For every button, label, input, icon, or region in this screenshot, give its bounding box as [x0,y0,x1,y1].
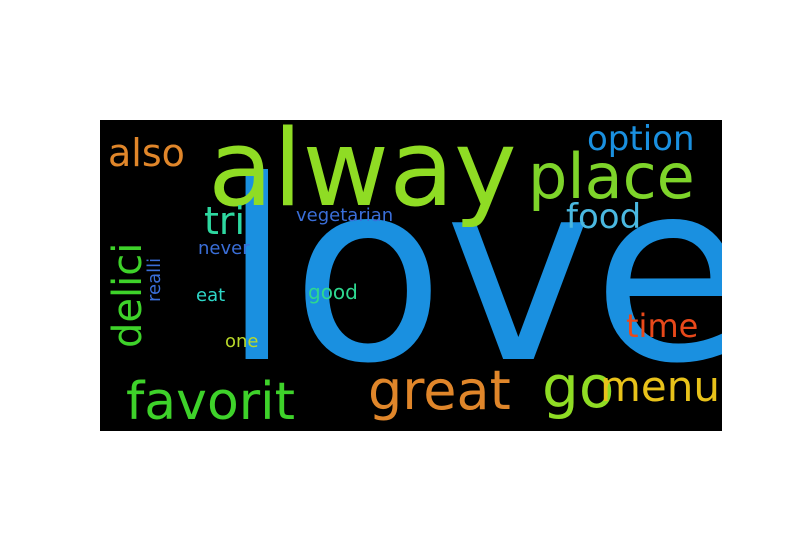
word-time: time [626,307,699,345]
word-menu: menu [600,362,720,411]
word-cloud: love alway place great favorit go menu o… [100,120,722,431]
word-place: place [528,140,695,213]
word-delici: delici [105,242,151,348]
word-tri: tri [204,199,246,243]
word-good: good [308,280,358,304]
word-alway: alway [208,120,517,230]
word-option: option [587,120,695,159]
word-favorit: favorit [126,372,295,431]
word-one: one [225,331,259,352]
word-food: food [566,197,642,237]
word-great: great [368,359,511,422]
word-never: never [198,238,250,259]
word-also: also [108,131,185,175]
word-eat: eat [196,285,226,306]
word-vegetarian: vegetarian [296,205,394,226]
word-go: go [542,353,615,421]
word-realli: realli [144,257,165,302]
word-love: love [222,127,722,418]
